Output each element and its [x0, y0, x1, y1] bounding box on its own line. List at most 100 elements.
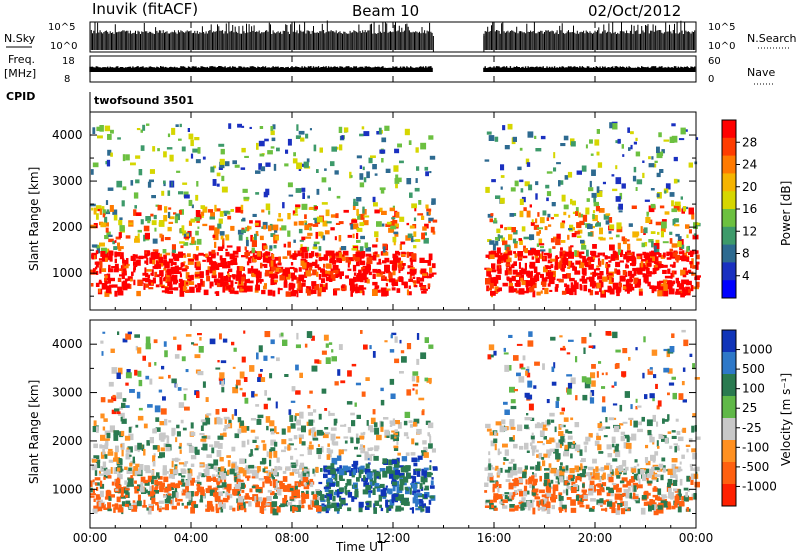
- scatter-cell: [682, 367, 686, 372]
- scatter-cell: [126, 263, 130, 267]
- scatter-cell: [424, 337, 429, 343]
- scatter-cell: [266, 496, 272, 501]
- scatter-cell: [273, 282, 276, 285]
- scatter-cell: [105, 252, 109, 256]
- scatter-cell: [228, 268, 233, 273]
- scatter-cell: [153, 453, 156, 458]
- scatter-cell: [129, 389, 135, 393]
- scatter-cell: [550, 479, 554, 484]
- scatter-cell: [221, 175, 225, 182]
- scatter-cell: [559, 335, 563, 338]
- scatter-cell: [170, 266, 176, 272]
- scatter-cell: [213, 487, 218, 491]
- scatter-cell: [508, 282, 513, 287]
- scatter-cell: [548, 277, 555, 285]
- scatter-cell: [570, 141, 576, 147]
- scatter-cell: [199, 433, 205, 436]
- scatter-cell: [292, 210, 296, 216]
- scatter-cell: [117, 413, 123, 416]
- scatter-cell: [668, 382, 675, 386]
- scatter-cell: [360, 277, 364, 283]
- scatter-cell: [228, 275, 231, 280]
- scatter-cell: [238, 481, 244, 487]
- scatter-cell: [274, 441, 278, 447]
- scatter-cell: [666, 351, 670, 358]
- scatter-cell: [627, 291, 630, 294]
- scatter-cell: [502, 505, 508, 509]
- scatter-cell: [553, 167, 557, 172]
- scatter-cell: [308, 444, 314, 450]
- scatter-cell: [543, 256, 546, 260]
- scatter-cell: [166, 269, 170, 272]
- scatter-cell: [655, 261, 662, 264]
- scatter-cell: [131, 505, 138, 512]
- scatter-cell: [251, 272, 256, 278]
- scatter-cell: [270, 491, 275, 496]
- scatter-cell: [123, 487, 129, 494]
- noise-spikes: [89, 20, 696, 50]
- scatter-cell: [487, 472, 493, 478]
- scatter-cell: [607, 453, 613, 458]
- scatter-cell: [161, 365, 165, 370]
- scatter-cell: [93, 443, 98, 449]
- scatter-cell: [677, 497, 680, 504]
- scatter-cell: [147, 490, 150, 495]
- scatter-cell: [649, 285, 655, 289]
- scatter-cell: [214, 417, 217, 425]
- scatter-cell: [149, 486, 153, 493]
- scatter-cell: [275, 481, 278, 488]
- scatter-cell: [415, 468, 421, 472]
- scatter-cell: [202, 381, 206, 388]
- scatter-cell: [295, 413, 300, 416]
- scatter-cell: [154, 271, 158, 277]
- scatter-cell: [574, 288, 577, 296]
- scatter-cell: [359, 133, 364, 137]
- scatter-cell: [542, 443, 545, 446]
- scatter-cell: [560, 256, 564, 263]
- scatter-cell: [144, 465, 150, 472]
- scatter-cell: [303, 468, 307, 473]
- scatter-cell: [331, 254, 336, 259]
- scatter-cell: [121, 418, 127, 424]
- scatter-cell: [575, 476, 581, 481]
- scatter-cell: [158, 500, 164, 504]
- scatter-cell: [179, 273, 182, 278]
- scatter-cell: [401, 456, 408, 462]
- scatter-cell: [579, 449, 583, 456]
- scatter-cell: [668, 492, 675, 499]
- scatter-cell: [588, 488, 593, 492]
- scatter-cell: [218, 272, 224, 279]
- scatter-cell: [301, 499, 306, 504]
- scatter-cell: [97, 505, 103, 512]
- x-tick-label-1: 04:00: [174, 531, 209, 545]
- scatter-cell: [416, 277, 420, 284]
- scatter-cell: [407, 265, 414, 269]
- scatter-cell: [122, 338, 128, 343]
- scatter-cell: [556, 396, 560, 401]
- scatter-cell: [366, 490, 373, 494]
- scatter-cell: [385, 505, 391, 508]
- scatter-cell: [198, 346, 204, 353]
- scatter-cell: [563, 417, 569, 422]
- scatter-cell: [621, 236, 626, 242]
- scatter-cell: [260, 262, 263, 269]
- scatter-cell: [623, 434, 630, 439]
- scatter-cell: [574, 250, 577, 256]
- scatter-cell: [109, 255, 113, 262]
- scatter-cell: [598, 427, 603, 431]
- scatter-cell: [272, 224, 279, 231]
- scatter-cell: [234, 476, 238, 483]
- scatter-cell: [409, 257, 412, 262]
- scatter-cell: [303, 484, 310, 490]
- scatter-cell: [412, 388, 415, 391]
- scatter-cell: [157, 204, 162, 211]
- scatter-cell: [678, 489, 682, 495]
- scatter-cell: [105, 161, 109, 165]
- scatter-cell: [325, 357, 331, 364]
- scatter-cell: [409, 487, 412, 495]
- scatter-cell: [190, 218, 196, 223]
- scatter-cell: [372, 244, 378, 248]
- scatter-cell: [107, 502, 112, 509]
- scatter-cell: [306, 331, 313, 338]
- scatter-cell: [526, 270, 530, 277]
